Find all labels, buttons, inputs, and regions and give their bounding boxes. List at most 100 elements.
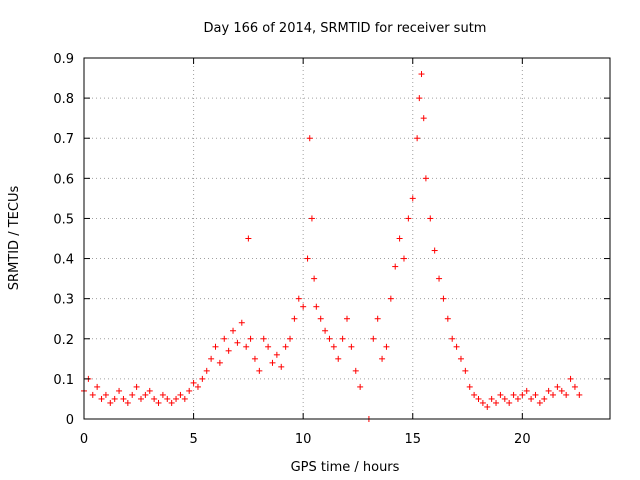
data-point [311, 275, 318, 282]
data-point [519, 391, 526, 398]
data-point [409, 195, 416, 202]
data-point [379, 355, 386, 362]
data-point [528, 395, 535, 402]
data-point [238, 319, 245, 326]
data-point [475, 395, 482, 402]
data-point [295, 295, 302, 302]
plot-frame [83, 57, 611, 420]
y-tick-label: 0.1 [53, 373, 74, 388]
data-point [545, 387, 552, 394]
y-tick-label: 0.5 [53, 212, 74, 227]
data-point [449, 335, 456, 342]
data-point [550, 391, 557, 398]
data-point [396, 235, 403, 242]
data-point [291, 315, 298, 322]
data-point [243, 343, 250, 350]
data-point [203, 367, 210, 374]
data-point [116, 387, 123, 394]
data-point [514, 395, 521, 402]
data-point [164, 395, 171, 402]
data-point [256, 367, 263, 374]
data-point [247, 335, 254, 342]
data-point [173, 395, 180, 402]
data-point [190, 379, 197, 386]
y-tick-label: 0.7 [53, 132, 74, 147]
data-point [501, 395, 508, 402]
data-point [506, 399, 513, 406]
data-point [251, 355, 258, 362]
data-point [576, 391, 583, 398]
data-point [335, 355, 342, 362]
data-point [510, 391, 517, 398]
data-point [416, 95, 423, 102]
data-point [151, 395, 158, 402]
data-point [427, 215, 434, 222]
data-point [111, 395, 118, 402]
data-point [168, 399, 175, 406]
data-point [418, 71, 425, 78]
data-point [400, 255, 407, 262]
axis-ticks: 0 0.1 0.2 0.3 0.4 0.5 0.6 0.7 0.8 0.9 0 5 10 15 20 [53, 52, 610, 447]
y-tick-label: 0.9 [53, 52, 74, 67]
data-point [107, 399, 114, 406]
grid [84, 58, 610, 419]
data-point [199, 375, 206, 382]
data-point [422, 175, 429, 182]
data-point [194, 383, 201, 390]
data-point [339, 335, 346, 342]
data-point [317, 315, 324, 322]
x-tick-label: 0 [80, 432, 88, 447]
data-point [479, 399, 486, 406]
data-point [462, 367, 469, 374]
data-point [282, 343, 289, 350]
data-point [563, 391, 570, 398]
data-point [431, 247, 438, 254]
data-point [532, 391, 539, 398]
data-point [420, 115, 427, 122]
data-point [392, 263, 399, 270]
data-point [306, 135, 313, 142]
data-point [330, 343, 337, 350]
x-tick-label: 5 [189, 432, 197, 447]
x-axis-label: GPS time / hours [291, 460, 400, 475]
data-point [313, 303, 320, 310]
x-tick-label: 20 [514, 432, 531, 447]
data-point [269, 359, 276, 366]
data-point [466, 383, 473, 390]
data-point [440, 295, 447, 302]
data-point [357, 383, 364, 390]
data-point [245, 235, 252, 242]
data-point [142, 391, 149, 398]
data-point [124, 399, 131, 406]
data-point [497, 391, 504, 398]
data-point [120, 395, 127, 402]
data-point [322, 327, 329, 334]
y-tick-label: 0.6 [53, 172, 74, 187]
data-point [94, 383, 101, 390]
data-point [278, 363, 285, 370]
data-point [453, 343, 460, 350]
x-tick-label: 10 [295, 432, 312, 447]
data-point [554, 383, 561, 390]
y-axis-label: SRMTID / TECUs [7, 186, 22, 291]
data-point [89, 391, 96, 398]
data-point [230, 327, 237, 334]
data-point [488, 395, 495, 402]
data-point [352, 367, 359, 374]
data-point [471, 391, 478, 398]
data-point [225, 347, 232, 354]
data-point [273, 351, 280, 358]
data-point [493, 399, 500, 406]
data-point [155, 399, 162, 406]
data-point [383, 343, 390, 350]
data-point [133, 383, 140, 390]
data-point [287, 335, 294, 342]
data-point [348, 343, 355, 350]
data-point [137, 395, 144, 402]
data-point [567, 375, 574, 382]
data-point [102, 391, 109, 398]
data-point [98, 395, 105, 402]
y-tick-label: 0.8 [53, 92, 74, 107]
